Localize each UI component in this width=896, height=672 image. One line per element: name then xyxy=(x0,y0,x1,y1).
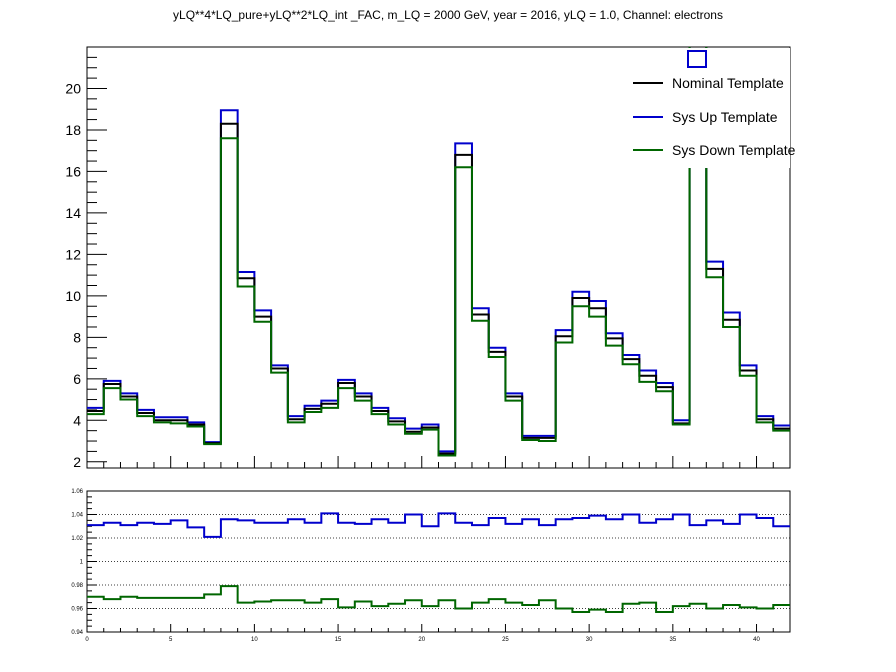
ratio-y-tick-label-6: 1.06 xyxy=(71,489,83,495)
ratio-y-tick-label-4: 1.02 xyxy=(71,536,83,542)
y-tick-label-1: 4 xyxy=(73,412,81,428)
y-tick-label-7: 16 xyxy=(65,163,81,179)
sys-down-ratio xyxy=(87,585,790,614)
x-tick-label-7: 35 xyxy=(669,637,676,643)
x-tick-label-5: 25 xyxy=(502,637,509,643)
ratio-y-tick-label-1: 0.96 xyxy=(71,607,83,613)
x-tick-label-0: 0 xyxy=(85,637,89,643)
legend: Nominal Template Sys Up Template Sys Down … xyxy=(622,48,796,168)
y-tick-label-5: 12 xyxy=(65,246,81,262)
ratio-y-tick-label-5: 1.04 xyxy=(71,513,83,519)
y-tick-label-3: 8 xyxy=(73,329,81,345)
ratio-y-tick-label-0: 0.94 xyxy=(71,630,83,636)
sys-down-histogram xyxy=(87,47,790,457)
x-tick-label-1: 5 xyxy=(169,637,173,643)
y-tick-label-9: 20 xyxy=(65,80,81,96)
legend-marker-square-icon xyxy=(687,50,707,68)
legend-label-2: Sys Down Template xyxy=(672,142,796,158)
sys-up-ratio xyxy=(87,512,790,538)
legend-label-1: Sys Up Template xyxy=(672,109,778,125)
y-tick-label-8: 18 xyxy=(65,122,81,138)
chart-title: yLQ**4*LQ_pure+yLQ**2*LQ_int _FAC, m_LQ … xyxy=(173,8,723,22)
y-tick-label-6: 14 xyxy=(65,205,81,221)
ratio-y-tick-label-2: 0.98 xyxy=(71,583,83,589)
y-tick-label-2: 6 xyxy=(73,371,81,387)
x-tick-label-3: 15 xyxy=(335,637,342,643)
ratio-y-tick-label-3: 1 xyxy=(80,560,84,566)
legend-label-0: Nominal Template xyxy=(672,75,784,91)
x-tick-label-4: 20 xyxy=(418,637,425,643)
x-tick-label-2: 10 xyxy=(251,637,258,643)
y-tick-label-0: 2 xyxy=(73,454,81,470)
x-tick-label-6: 30 xyxy=(586,637,593,643)
y-tick-label-4: 10 xyxy=(65,288,81,304)
x-tick-label-8: 40 xyxy=(753,637,760,643)
